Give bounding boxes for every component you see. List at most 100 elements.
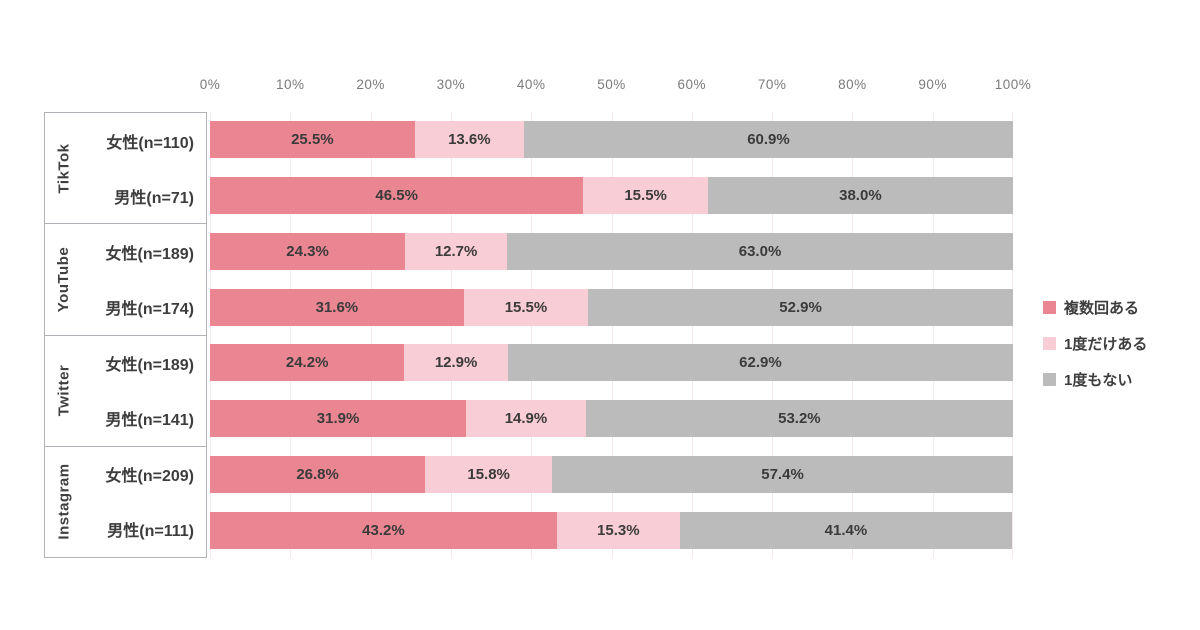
bar-row: 46.5% 15.5% 38.0% xyxy=(210,168,1013,224)
bar-group: 25.5% 13.6% 60.9% 46.5% 15.5% 38.0% xyxy=(210,112,1013,224)
x-axis-tick: 40% xyxy=(516,77,546,92)
row-labels: 女性(n=189) 男性(n=174) xyxy=(83,224,206,334)
stacked-bar: 31.9% 14.9% 53.2% xyxy=(210,400,1013,438)
legend-item: 複数回ある xyxy=(1043,297,1147,318)
bar-segment: 62.9% xyxy=(507,344,1013,382)
stacked-bar: 43.2% 15.3% 41.4% xyxy=(210,511,1013,549)
series-row-label: 女性(n=189) xyxy=(105,357,194,375)
bar-segment: 31.9% xyxy=(210,400,467,438)
bar-segment: 12.7% xyxy=(405,232,508,270)
bar-row: 25.5% 13.6% 60.9% xyxy=(210,112,1013,168)
gridline xyxy=(772,112,774,558)
series-row-label: 男性(n=174) xyxy=(105,300,194,318)
plot-area: 25.5% 13.6% 60.9% 46.5% 15.5% 38.0% 24.3% 12.7%… xyxy=(210,112,1013,558)
row-labels: 女性(n=189) 男性(n=141) xyxy=(83,336,206,446)
platform-name-wrap: Twitter xyxy=(45,336,83,446)
platform-name: YouTube xyxy=(55,246,73,313)
x-axis-tick: 100% xyxy=(994,77,1032,92)
row-labels: 女性(n=110) 男性(n=71) xyxy=(83,113,206,223)
bar-row: 43.2% 15.3% 41.4% xyxy=(210,502,1013,558)
x-axis-tick: 0% xyxy=(199,77,221,92)
legend-label: 1度もない xyxy=(1064,372,1133,389)
gridline xyxy=(1012,112,1013,558)
x-axis-tick: 50% xyxy=(597,77,626,92)
x-axis-tick: 60% xyxy=(677,77,707,92)
bar-segment: 15.5% xyxy=(583,177,708,215)
stacked-bar: 24.3% 12.7% 63.0% xyxy=(210,232,1013,270)
bar-segment: 26.8% xyxy=(210,455,426,493)
x-axis-tick: 80% xyxy=(838,77,867,92)
bar-segment: 15.3% xyxy=(556,511,680,549)
bar-segment: 24.2% xyxy=(210,344,405,382)
series-row-label: 女性(n=189) xyxy=(105,245,194,263)
bar-group: 26.8% 15.8% 57.4% 43.2% 15.3% 41.4% xyxy=(210,447,1013,559)
gridline xyxy=(932,112,934,558)
bar-segment: 41.4% xyxy=(679,511,1013,549)
bar-segment: 46.5% xyxy=(210,177,584,215)
bar-segment: 63.0% xyxy=(507,232,1013,270)
legend-item: 1度だけある xyxy=(1043,333,1147,354)
platform-name: Instagram xyxy=(55,463,73,540)
platform-name: TikTok xyxy=(55,143,73,194)
platform-name-wrap: Instagram xyxy=(45,447,83,557)
bar-segment: 15.5% xyxy=(463,288,589,326)
series-row-label: 男性(n=71) xyxy=(114,189,194,207)
gridline xyxy=(290,112,292,558)
bar-segment: 38.0% xyxy=(707,177,1013,215)
legend-label: 複数回ある xyxy=(1064,300,1140,317)
row-labels: 女性(n=209) 男性(n=111) xyxy=(83,447,206,557)
bar-segment: 25.5% xyxy=(210,121,415,159)
series-row-label: 男性(n=111) xyxy=(107,523,194,541)
stacked-bar: 31.6% 15.5% 52.9% xyxy=(210,288,1013,326)
platform-name-wrap: TikTok xyxy=(45,113,83,223)
series-row-label: 女性(n=110) xyxy=(106,134,194,152)
bar-segment: 24.3% xyxy=(210,232,406,270)
gridline xyxy=(691,112,693,558)
platform-group-box: YouTube 女性(n=189) 男性(n=174) xyxy=(44,223,207,336)
bar-segment: 57.4% xyxy=(552,455,1013,493)
category-label-panel: TikTok 女性(n=110) 男性(n=71) YouTube 女性(n=189) 男… xyxy=(44,112,207,558)
series-row-label: 男性(n=141) xyxy=(105,412,194,430)
stacked-bar: 25.5% 13.6% 60.9% xyxy=(210,121,1013,159)
bar-segment: 15.8% xyxy=(425,455,553,493)
bar-segment: 31.6% xyxy=(210,288,464,326)
x-axis-tick: 90% xyxy=(918,77,947,92)
platform-group-box: TikTok 女性(n=110) 男性(n=71) xyxy=(44,112,207,225)
bar-segment: 12.9% xyxy=(404,344,508,382)
bar-group: 24.3% 12.7% 63.0% 31.6% 15.5% 52.9% xyxy=(210,224,1013,336)
bar-segment: 52.9% xyxy=(588,288,1013,326)
gridline xyxy=(370,112,372,558)
platform-name: Twitter xyxy=(55,364,73,417)
gridline xyxy=(531,112,533,558)
x-axis-tick: 30% xyxy=(436,77,466,92)
legend-item: 1度もない xyxy=(1043,369,1147,390)
bar-segment: 60.9% xyxy=(523,121,1013,159)
platform-name-wrap: YouTube xyxy=(45,224,83,334)
gridline xyxy=(852,112,854,558)
gridline xyxy=(450,112,452,558)
bar-row: 24.3% 12.7% 63.0% xyxy=(210,224,1013,280)
bar-groups: 25.5% 13.6% 60.9% 46.5% 15.5% 38.0% 24.3% 12.7%… xyxy=(210,112,1013,558)
series-row-label: 女性(n=209) xyxy=(105,468,194,486)
stacked-bar: 46.5% 15.5% 38.0% xyxy=(210,177,1013,215)
bar-row: 31.9% 14.9% 53.2% xyxy=(210,391,1013,447)
legend-swatch-icon xyxy=(1043,373,1056,386)
platform-group-box: Instagram 女性(n=209) 男性(n=111) xyxy=(44,445,207,558)
bar-segment: 14.9% xyxy=(466,400,586,438)
legend: 複数回ある 1度だけある 1度もない xyxy=(1043,297,1147,405)
legend-swatch-icon xyxy=(1043,337,1056,350)
gridline xyxy=(611,112,613,558)
stacked-bar: 24.2% 12.9% 62.9% xyxy=(210,344,1013,382)
x-axis-tick: 20% xyxy=(356,77,385,92)
gridline xyxy=(210,112,211,558)
legend-swatch-icon xyxy=(1043,301,1056,314)
bar-segment: 53.2% xyxy=(585,400,1013,438)
bar-segment: 13.6% xyxy=(414,121,524,159)
stacked-bar: 26.8% 15.8% 57.4% xyxy=(210,455,1013,493)
bar-row: 24.2% 12.9% 62.9% xyxy=(210,335,1013,391)
bar-row: 26.8% 15.8% 57.4% xyxy=(210,447,1013,503)
bar-group: 24.2% 12.9% 62.9% 31.9% 14.9% 53.2% xyxy=(210,335,1013,447)
x-axis-tick: 70% xyxy=(757,77,787,92)
bar-segment: 43.2% xyxy=(210,511,557,549)
